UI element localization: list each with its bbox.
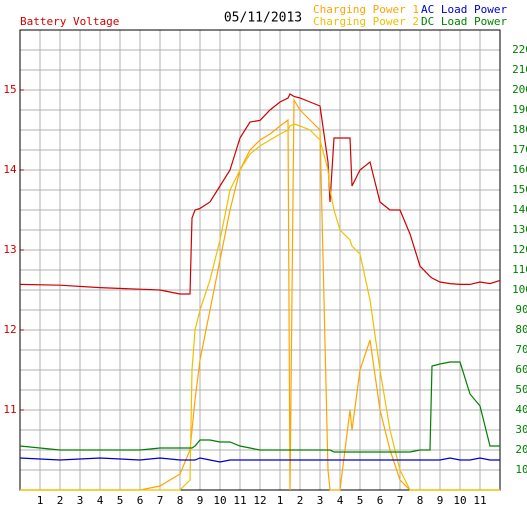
x-tick-label: 3 <box>77 494 84 507</box>
x-tick-label: 4 <box>97 494 104 507</box>
y-tick-label: 12 <box>3 323 16 336</box>
y2-tick-label: 140 <box>512 203 527 216</box>
legend-entry: Charging Power 1 <box>313 3 419 16</box>
y2-tick-label: 10 <box>515 463 527 476</box>
y2-tick-label: 110 <box>512 263 527 276</box>
y2-tick-label: 180 <box>512 123 527 136</box>
x-tick-label: 3 <box>317 494 324 507</box>
data-line <box>19 93 501 295</box>
y2-tick-label: 30 <box>515 423 527 436</box>
x-tick-label: 8 <box>177 494 184 507</box>
y2-tick-label: 210 <box>512 63 527 76</box>
y2-tick-label: 100 <box>512 283 527 296</box>
x-tick-label: 4 <box>337 494 344 507</box>
y2-tick-label: 40 <box>515 403 527 416</box>
x-tick-label: 12 <box>253 494 266 507</box>
x-tick-label: 11 <box>473 494 486 507</box>
x-tick-label: 2 <box>57 494 64 507</box>
x-tick-label: 2 <box>297 494 304 507</box>
y2-tick-label: 50 <box>515 383 527 396</box>
x-tick-label: 7 <box>397 494 404 507</box>
y2-tick-label: 60 <box>515 363 527 376</box>
y2-tick-label: 190 <box>512 103 527 116</box>
x-tick-label: 1 <box>277 494 284 507</box>
x-tick-label: 8 <box>417 494 424 507</box>
x-tick-label: 5 <box>357 494 364 507</box>
y-axis-label: Battery Voltage <box>20 15 119 28</box>
y-tick-label: 14 <box>3 163 17 176</box>
x-tick-label: 1 <box>37 494 44 507</box>
data-line <box>19 457 500 463</box>
data-line <box>19 361 500 453</box>
legend-entry: DC Load Power <box>421 15 507 28</box>
y2-tick-label: 120 <box>512 243 527 256</box>
y2-tick-label: 160 <box>512 163 527 176</box>
y2-tick-label: 90 <box>515 303 527 316</box>
x-tick-label: 10 <box>213 494 226 507</box>
legend-entry: AC Load Power <box>421 3 507 16</box>
x-tick-label: 6 <box>137 494 144 507</box>
y2-tick-label: 170 <box>512 143 527 156</box>
y2-tick-label: 200 <box>512 83 527 96</box>
y2-tick-label: 80 <box>515 323 527 336</box>
x-tick-label: 11 <box>233 494 246 507</box>
y-tick-label: 11 <box>3 403 16 416</box>
y2-tick-label: 130 <box>512 223 527 236</box>
x-tick-label: 10 <box>453 494 466 507</box>
x-tick-label: 9 <box>197 494 204 507</box>
chart-title: 05/11/2013 <box>224 11 302 26</box>
x-tick-label: 5 <box>117 494 124 507</box>
y2-tick-label: 150 <box>512 183 527 196</box>
plot-frame <box>19 29 501 491</box>
legend-entry: Charging Power 2 <box>313 15 419 28</box>
y-tick-label: 13 <box>3 243 16 256</box>
y-tick-label: 15 <box>3 83 16 96</box>
y2-tick-label: 20 <box>515 443 527 456</box>
y2-tick-label: 220 <box>512 43 527 56</box>
x-tick-label: 7 <box>157 494 164 507</box>
x-tick-label: 9 <box>437 494 444 507</box>
x-tick-label: 6 <box>377 494 384 507</box>
y2-tick-label: 70 <box>515 343 527 356</box>
data-line <box>20 123 500 491</box>
